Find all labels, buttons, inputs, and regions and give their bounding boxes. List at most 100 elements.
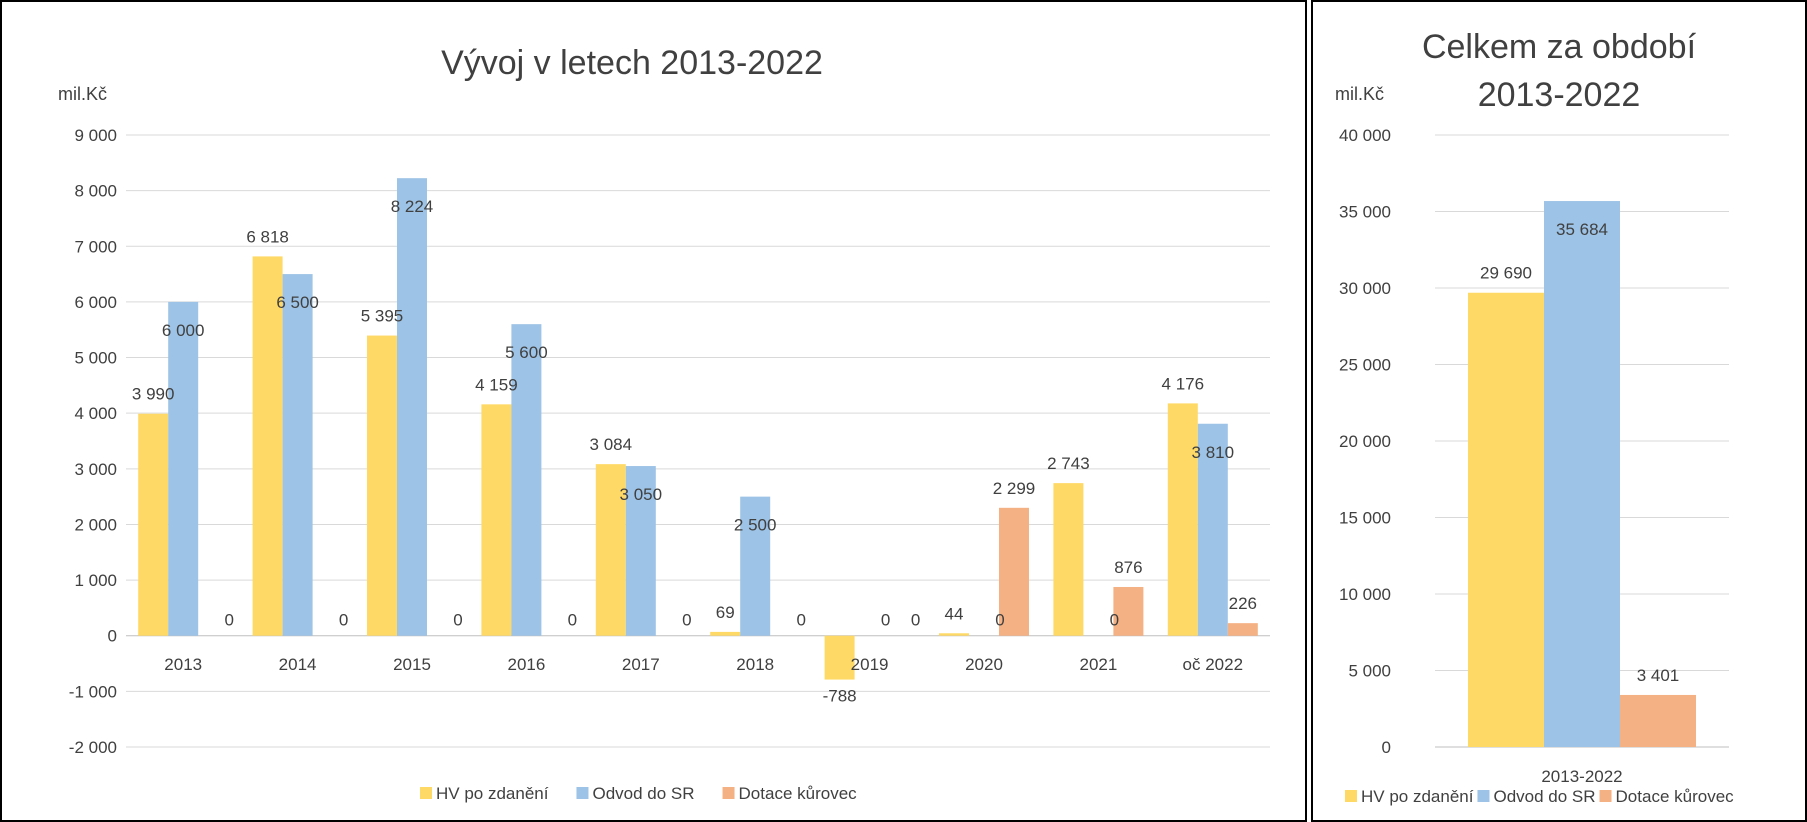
bar xyxy=(1227,623,1258,636)
data-label: 3 990 xyxy=(132,385,175,404)
y-tick-label: 35 000 xyxy=(1339,203,1391,222)
y-tick-label: 4 000 xyxy=(74,404,117,423)
data-label: 226 xyxy=(1229,594,1257,613)
bar xyxy=(1053,483,1084,636)
bar xyxy=(999,507,1029,636)
bar xyxy=(595,464,626,636)
y-tick-label: 5 000 xyxy=(1348,662,1391,681)
legend-swatch xyxy=(420,787,432,799)
x-tick-label: 2017 xyxy=(622,655,660,674)
x-tick-label: 2015 xyxy=(393,655,431,674)
data-label: 4 159 xyxy=(475,375,518,394)
data-label: 0 xyxy=(881,611,890,630)
y-tick-label: 15 000 xyxy=(1339,509,1391,528)
bar xyxy=(168,301,199,636)
bar xyxy=(367,335,397,636)
bar xyxy=(397,178,427,636)
data-label: 0 xyxy=(224,611,233,630)
legend-label: Odvod do SR xyxy=(1493,787,1595,806)
x-tick-label: 2016 xyxy=(507,655,545,674)
y-tick-label: 25 000 xyxy=(1339,356,1391,375)
legend-swatch xyxy=(1345,790,1357,802)
y-tick-label: 2 000 xyxy=(74,515,117,534)
x-tick-label: 2013 xyxy=(164,655,202,674)
y-tick-label: 10 000 xyxy=(1339,585,1391,604)
bar xyxy=(1197,423,1228,636)
data-label: 3 810 xyxy=(1192,443,1235,462)
x-tick-label: 2013-2022 xyxy=(1541,767,1622,786)
bar xyxy=(1113,586,1144,636)
data-label: 0 xyxy=(1110,611,1119,630)
bar xyxy=(1620,694,1696,747)
data-label: 5 600 xyxy=(505,343,548,362)
x-tick-label: 2014 xyxy=(279,655,317,674)
y-tick-label: 1 000 xyxy=(74,571,117,590)
bar xyxy=(282,274,313,636)
chart-title: Vývoj v letech 2013-2022 xyxy=(441,44,823,82)
bar xyxy=(511,324,542,636)
data-label: 6 500 xyxy=(276,293,319,312)
y-tick-label: 3 000 xyxy=(74,460,117,479)
legend-label: HV po zdanění xyxy=(436,784,549,803)
y-axis-unit: mil.Kč xyxy=(1335,84,1384,104)
data-label: 2 299 xyxy=(993,479,1036,498)
data-label: 4 176 xyxy=(1162,374,1205,393)
legend-swatch xyxy=(722,787,735,799)
data-label: 876 xyxy=(1114,558,1142,577)
y-tick-label: 0 xyxy=(108,627,117,646)
chart-panel-yearly xyxy=(0,0,1307,822)
bar xyxy=(1468,292,1544,747)
data-label: 6 818 xyxy=(246,227,289,246)
y-tick-label: 0 xyxy=(1382,738,1391,757)
data-label: 3 050 xyxy=(620,485,663,504)
data-label: 2 743 xyxy=(1047,454,1090,473)
y-tick-label: 6 000 xyxy=(74,293,117,312)
y-tick-label: 8 000 xyxy=(74,182,117,201)
bar xyxy=(824,635,855,680)
yearly-bar-chart: Vývoj v letech 2013-2022 mil.Kč -2 000 -1… xyxy=(58,44,1270,803)
y-tick-label: 7 000 xyxy=(74,237,117,256)
data-label: 0 xyxy=(682,611,691,630)
data-label: 35 684 xyxy=(1556,220,1608,239)
data-label: 0 xyxy=(568,611,577,630)
data-label: 2 500 xyxy=(734,516,777,535)
y-axis-unit: mil.Kč xyxy=(58,84,107,104)
y-tick-label: 9 000 xyxy=(74,126,117,145)
legend-swatch xyxy=(1599,790,1612,802)
data-label: 0 xyxy=(911,611,920,630)
data-label: 0 xyxy=(453,611,462,630)
bar xyxy=(252,256,283,636)
bar xyxy=(1167,403,1198,636)
legend-label: Dotace kůrovec xyxy=(1616,787,1735,806)
x-tick-label: 2020 xyxy=(965,655,1003,674)
data-label: 69 xyxy=(716,603,735,622)
x-tick-label: 2019 xyxy=(851,655,889,674)
bar xyxy=(481,404,512,636)
chart-title-line-2: 2013-2022 xyxy=(1478,76,1641,114)
x-tick-label: 2018 xyxy=(736,655,774,674)
data-label: 0 xyxy=(995,611,1004,630)
data-label: 5 395 xyxy=(361,307,404,326)
legend-label: HV po zdanění xyxy=(1361,787,1474,806)
bar xyxy=(1544,201,1620,748)
bar xyxy=(710,631,741,636)
data-label: 3 084 xyxy=(590,435,633,454)
chart-title-line-1: Celkem za období xyxy=(1422,28,1697,66)
legend-label: Dotace kůrovec xyxy=(739,784,858,803)
legend-swatch xyxy=(1477,790,1490,802)
y-tick-label: 30 000 xyxy=(1339,279,1391,298)
bar xyxy=(740,496,771,636)
x-tick-label: 2021 xyxy=(1079,655,1117,674)
data-label: 0 xyxy=(339,611,348,630)
legend-label: Odvod do SR xyxy=(592,784,694,803)
legend-swatch xyxy=(576,787,589,799)
y-tick-label: 5 000 xyxy=(74,349,117,368)
bar xyxy=(939,633,969,636)
data-label: 29 690 xyxy=(1480,264,1532,283)
bar xyxy=(625,466,656,636)
data-label: 3 401 xyxy=(1637,666,1680,685)
x-tick-label: oč 2022 xyxy=(1183,655,1244,674)
y-tick-label: 20 000 xyxy=(1339,432,1391,451)
data-label: 6 000 xyxy=(162,321,205,340)
y-tick-label: -1 000 xyxy=(69,682,117,701)
